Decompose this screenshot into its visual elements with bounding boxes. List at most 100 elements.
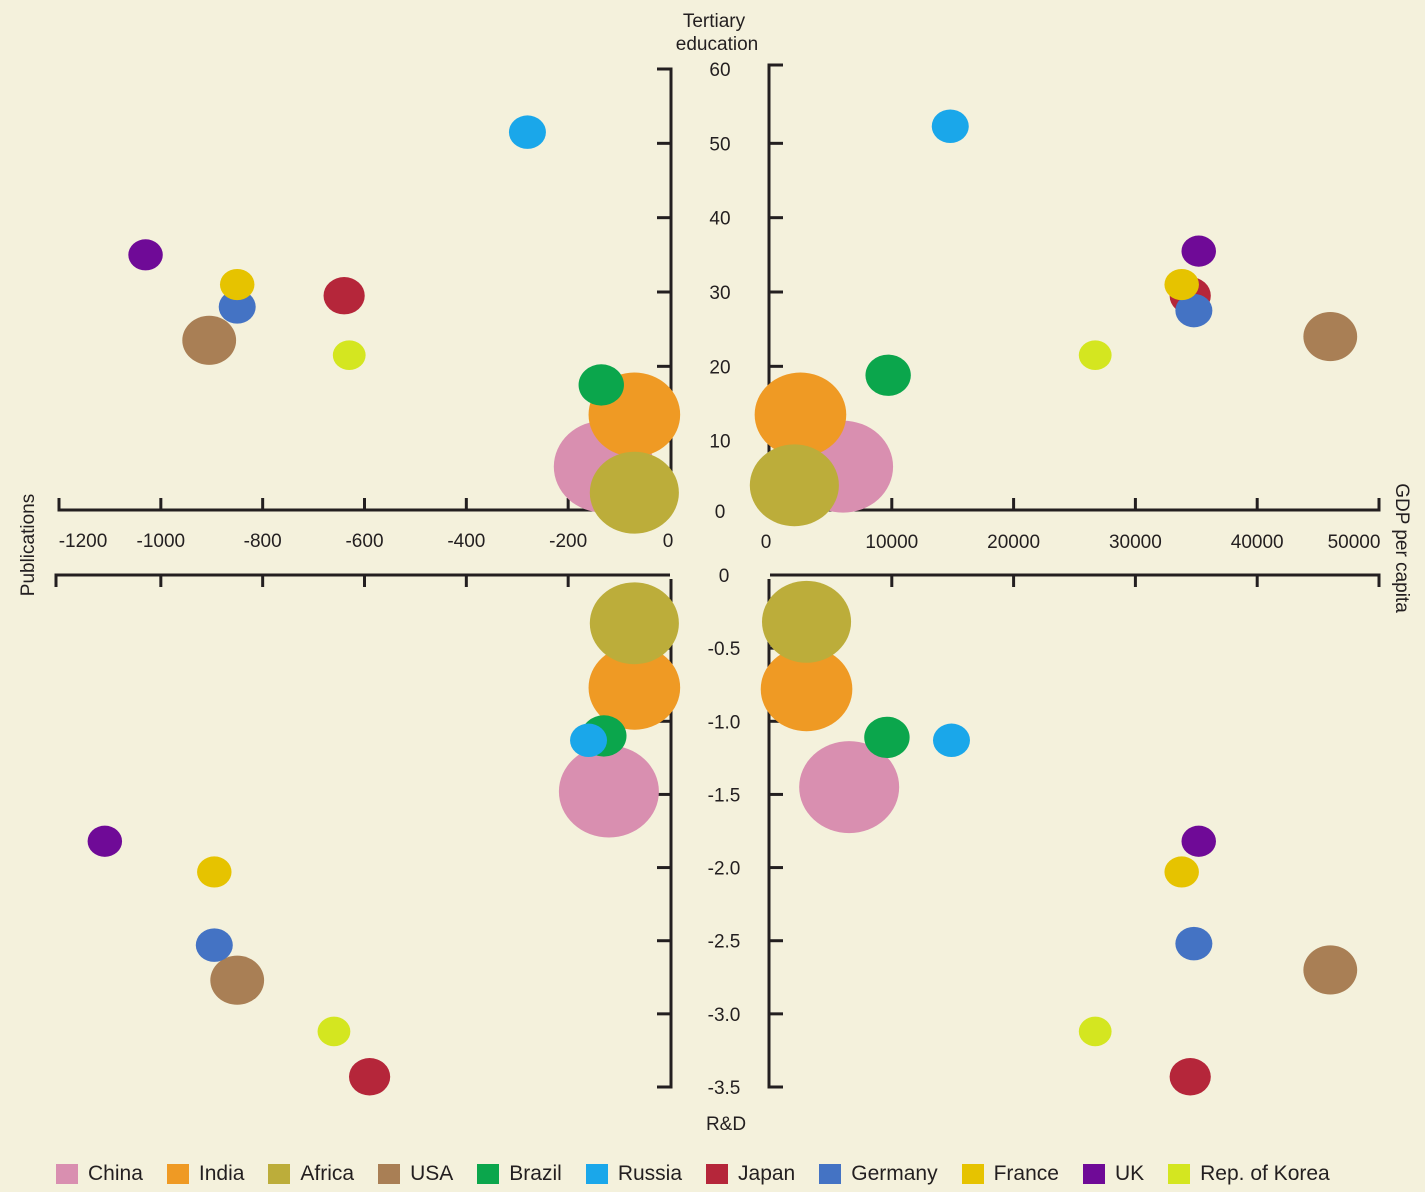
india-bubble-publications-rd <box>588 645 681 730</box>
china-bubble-publications-rd <box>558 745 659 838</box>
france-bubble-gdp-rd <box>1164 856 1199 888</box>
france-bubble-publications-rd <box>197 856 232 888</box>
legend-swatch <box>961 1164 984 1184</box>
tertiary-axis-right <box>767 63 783 511</box>
rep-of-korea-bubble-gdp-rd <box>1078 1016 1112 1047</box>
rd-tick-label: -1.5 <box>708 785 741 806</box>
usa-bubble-gdp-tertiary <box>1303 312 1358 362</box>
publications-tick-label: -600 <box>345 531 383 552</box>
legend-swatch <box>819 1164 842 1184</box>
brazil-bubble-publications-tertiary <box>578 364 624 406</box>
usa-bubble-gdp-rd <box>1303 945 1358 995</box>
rd-tick-label: -3.0 <box>708 1005 741 1026</box>
legend-label: Africa <box>300 1162 355 1185</box>
uk-bubble-publications-tertiary <box>128 239 163 271</box>
legend-swatch <box>477 1164 500 1184</box>
germany-bubble-gdp-rd <box>1175 926 1213 961</box>
rd-axis-title: R&D <box>706 1114 746 1135</box>
africa-bubble-publications-rd <box>589 582 679 665</box>
legend-item-brazil: Brazil <box>477 1162 562 1186</box>
publications-tick-label: -400 <box>447 531 485 552</box>
legend-swatch <box>56 1164 78 1184</box>
legend-label: Brazil <box>509 1162 562 1185</box>
russia-bubble-gdp-rd <box>932 723 970 758</box>
tertiary-tick-label: 30 <box>709 283 730 304</box>
legend-item-india: India <box>166 1162 245 1186</box>
legend-label: Rep. of Korea <box>1200 1162 1330 1185</box>
germany-bubble-gdp-tertiary <box>1175 293 1213 328</box>
legend-label: UK <box>1114 1162 1145 1185</box>
tertiary-tick-label: 0 <box>715 502 726 523</box>
legend-label: USA <box>410 1162 454 1185</box>
usa-bubble-publications-tertiary <box>182 315 237 365</box>
uk-bubble-publications-rd <box>87 825 123 857</box>
russia-bubble-publications-tertiary <box>508 115 546 149</box>
legend-label: Japan <box>738 1162 796 1185</box>
uk-bubble-gdp-rd <box>1181 825 1216 857</box>
tertiary-tick-label: 20 <box>709 357 730 378</box>
japan-bubble-gdp-rd <box>1169 1058 1211 1096</box>
legend-item-france: France <box>961 1162 1059 1186</box>
rep-of-korea-bubble-gdp-tertiary <box>1078 340 1112 370</box>
rd-tick-label: -3.5 <box>708 1078 741 1099</box>
publications-tick-label: 0 <box>663 531 674 552</box>
gdp-tick-label: 0 <box>761 532 772 553</box>
tertiary-axis-title-line2: education <box>676 34 758 55</box>
legend-label: China <box>88 1162 143 1185</box>
legend-label: Russia <box>617 1162 683 1185</box>
gdp-axis-title: GDP per capita <box>1391 483 1412 613</box>
tertiary-tick-label: 50 <box>709 134 730 155</box>
legend-item-germany: Germany <box>819 1162 938 1186</box>
legend-label: India <box>198 1162 245 1185</box>
usa-bubble-publications-rd <box>210 955 265 1005</box>
publications-tick-label: -800 <box>244 531 282 552</box>
gdp-tick-label: 50000 <box>1328 532 1381 553</box>
rep-of-korea-bubble-publications-tertiary <box>332 340 366 370</box>
publications-axis-title: Publications <box>18 494 39 596</box>
legend-item-uk: UK <box>1082 1162 1145 1186</box>
legend-swatch <box>1082 1164 1105 1184</box>
france-bubble-publications-tertiary <box>219 268 255 301</box>
gdp-axis-upper <box>770 498 1381 512</box>
africa-bubble-gdp-rd <box>762 580 852 663</box>
legend-item-rep-of-korea: Rep. of Korea <box>1168 1162 1330 1186</box>
legend-swatch <box>706 1164 729 1184</box>
legend-swatch <box>378 1164 401 1184</box>
legend-label: Germany <box>851 1162 938 1185</box>
legend-label: France <box>993 1162 1059 1185</box>
tertiary-tick-label: 10 <box>709 432 730 453</box>
legend-item-china: China <box>56 1162 143 1186</box>
legend-item-africa: Africa <box>268 1162 354 1186</box>
russia-bubble-publications-rd <box>570 723 608 758</box>
rd-tick-label: -2.0 <box>708 859 741 880</box>
legend-item-japan: Japan <box>706 1162 795 1186</box>
gdp-tick-label: 10000 <box>865 532 918 553</box>
gdp-tick-label: 40000 <box>1231 532 1284 553</box>
tertiary-tick-label: 40 <box>709 209 730 230</box>
uk-bubble-gdp-tertiary <box>1181 235 1216 267</box>
rd-tick-label: -0.5 <box>708 639 741 660</box>
brazil-bubble-gdp-rd <box>864 716 910 759</box>
rd-tick-label: 0 <box>719 566 730 587</box>
legend-swatch <box>1168 1164 1191 1184</box>
publications-tick-label: -1200 <box>59 531 108 552</box>
rd-axis-left <box>657 579 673 1089</box>
tertiary-axis-left <box>657 67 673 511</box>
publications-tick-label: -1000 <box>137 531 186 552</box>
legend-swatch <box>268 1164 291 1184</box>
rd-axis-right <box>767 579 783 1089</box>
legend-swatch <box>585 1164 608 1184</box>
legend-item-russia: Russia <box>585 1162 683 1186</box>
china-bubble-gdp-rd <box>799 741 900 834</box>
legend-swatch <box>166 1164 189 1184</box>
africa-bubble-publications-tertiary <box>589 451 679 534</box>
rep-of-korea-bubble-publications-rd <box>317 1016 351 1047</box>
japan-bubble-publications-rd <box>348 1058 391 1096</box>
tertiary-tick-label: 60 <box>709 60 730 81</box>
rd-tick-label: -1.0 <box>708 712 741 733</box>
tertiary-axis-title: Tertiary <box>683 11 746 32</box>
legend: China India Africa USA Brazil Russia Japan Germ… <box>56 1162 1354 1186</box>
gdp-tick-label: 30000 <box>1109 532 1162 553</box>
